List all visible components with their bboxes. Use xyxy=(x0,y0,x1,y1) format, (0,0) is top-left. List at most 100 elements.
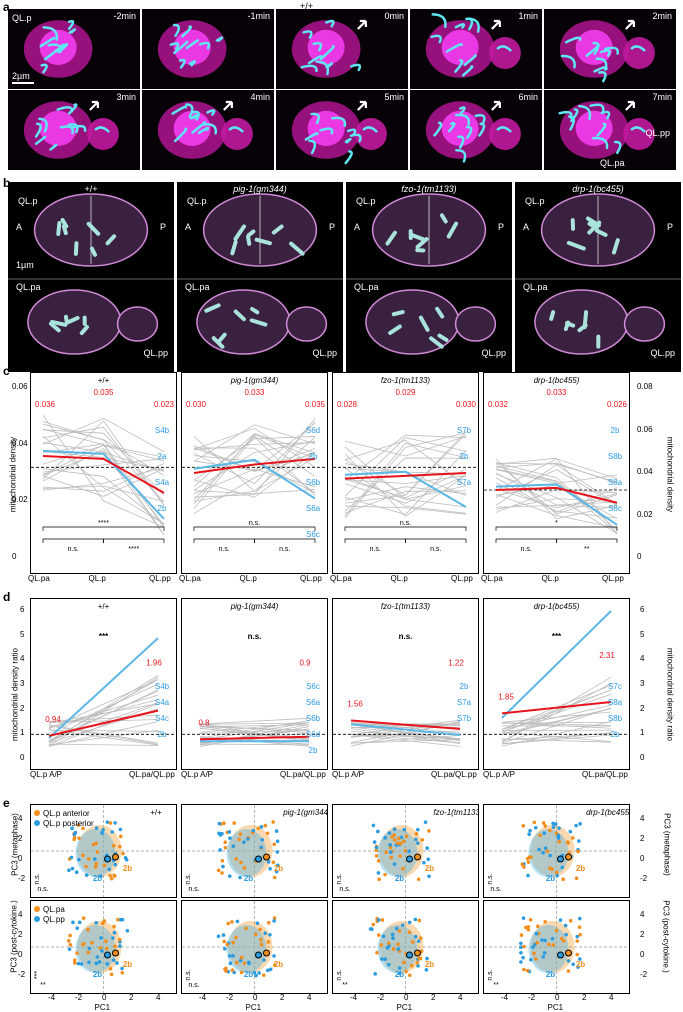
data-point xyxy=(275,850,280,854)
data-point xyxy=(519,941,523,946)
data-point xyxy=(383,872,387,877)
individual-line xyxy=(48,729,159,732)
mean-value-label: 1.22 xyxy=(448,659,464,668)
y-tick-label: -2 xyxy=(18,970,26,979)
data-point xyxy=(415,960,420,965)
data-point xyxy=(551,943,556,947)
data-point xyxy=(231,940,236,945)
data-point xyxy=(74,870,79,875)
series-label: 2b xyxy=(460,682,469,691)
x-tick-label: -4 xyxy=(48,993,56,1002)
stat-label: n.s. xyxy=(487,873,494,884)
series-label: S4c xyxy=(155,714,169,723)
individual-line xyxy=(350,733,461,744)
mean-value-label: 0.94 xyxy=(45,715,61,724)
individual-line xyxy=(193,433,316,487)
significance-label: n.s. xyxy=(248,632,262,641)
render-title: drp-1(bc455) xyxy=(572,184,624,194)
scale-bar-label: 1µm xyxy=(16,260,34,270)
x-tick-label: QL.pa xyxy=(330,574,352,583)
mean-value-label: 0.030 xyxy=(456,400,477,409)
data-point xyxy=(104,946,109,951)
data-point xyxy=(407,930,412,935)
ratio-plot: +/+ 0.94 1.96 *** S4b S4a S4c 2b xyxy=(30,598,177,770)
data-point xyxy=(232,821,237,825)
data-point xyxy=(394,926,399,931)
timepoint-label: 6min xyxy=(518,92,538,102)
x-tick-label: -2 xyxy=(377,993,385,1002)
panel-c-label: c xyxy=(3,364,10,378)
y-tick-label-right: -2 xyxy=(640,970,648,979)
scale-bar-label: 2µm xyxy=(12,71,30,81)
panel-a-genotype: +/+ xyxy=(300,1,314,11)
data-point xyxy=(86,950,90,955)
microscopy-tile: -1min xyxy=(142,9,274,89)
series-label: 2b xyxy=(611,426,620,435)
data-point xyxy=(558,918,563,922)
individual-line xyxy=(501,704,612,730)
highlight-line xyxy=(42,449,165,520)
x-tick-label: QL.p A/P xyxy=(483,770,516,779)
y-tick-label: 2 xyxy=(18,834,23,843)
data-point xyxy=(258,927,262,932)
data-point xyxy=(113,944,117,949)
x-tick-label: -4 xyxy=(350,993,358,1002)
individual-line xyxy=(193,442,316,451)
individual-line xyxy=(193,445,316,472)
data-point xyxy=(561,877,565,882)
individual-line xyxy=(501,722,612,729)
marker-label: 2b xyxy=(425,960,434,969)
density-plot: pig-1(gm344) 0.030 0.033 0.035 S6d 2b S6b S6a S6… xyxy=(181,372,328,574)
cell-label-qlp: QL.p xyxy=(12,13,32,23)
data-point xyxy=(99,936,103,940)
data-point xyxy=(117,937,122,942)
individual-line xyxy=(495,473,618,534)
data-point xyxy=(397,966,402,970)
x-axis-label: PC1 xyxy=(396,1003,413,1012)
data-point xyxy=(388,843,392,847)
data-point xyxy=(575,939,579,943)
individual-line xyxy=(193,433,316,505)
series-label: S8b xyxy=(608,452,623,461)
highlighted-point xyxy=(255,951,262,959)
x-tick-label: -4 xyxy=(199,993,207,1002)
mean-value-label: 0.035 xyxy=(93,388,114,397)
data-point xyxy=(98,874,103,878)
cell-image xyxy=(291,101,387,165)
data-point xyxy=(82,942,86,946)
data-point xyxy=(542,831,547,836)
data-point xyxy=(266,940,271,944)
x-axis-label: PC1 xyxy=(245,1003,262,1012)
plot-title: +/+ xyxy=(98,602,110,611)
data-point xyxy=(239,860,243,865)
mean-value-label: 0.026 xyxy=(607,400,628,409)
data-point xyxy=(221,864,225,869)
data-point xyxy=(404,969,408,974)
highlighted-point xyxy=(104,951,111,959)
data-point xyxy=(532,951,536,956)
series-label: S4a xyxy=(155,478,170,487)
data-point xyxy=(72,837,76,842)
data-point xyxy=(379,943,384,947)
highlight-line xyxy=(501,610,612,719)
y-tick-label: 2 xyxy=(18,930,23,939)
individual-line xyxy=(193,427,316,468)
data-point xyxy=(540,938,544,942)
series-label: S6b xyxy=(306,478,321,487)
ratio-plot: pig-1(gm344) 0.8 0.9 n.s. S6c S6a S6b S6d 2b xyxy=(181,598,328,770)
data-point xyxy=(392,838,397,842)
stat-label: n.s. xyxy=(490,886,501,893)
confidence-ellipse xyxy=(379,921,424,973)
y-tick-label-right: 5 xyxy=(640,629,645,639)
highlighted-point xyxy=(406,951,413,959)
x-tick-label: -2 xyxy=(75,993,83,1002)
significance-label: *** xyxy=(99,632,109,641)
x-tick-label: QL.p xyxy=(88,574,106,583)
x-tick-label: QL.pa/QL.pp xyxy=(431,770,477,779)
data-point xyxy=(534,957,538,961)
data-point xyxy=(94,826,99,830)
data-point xyxy=(548,828,552,833)
data-point xyxy=(121,851,125,856)
data-point xyxy=(87,946,92,951)
y-tick-label: 0.02 xyxy=(12,495,28,505)
